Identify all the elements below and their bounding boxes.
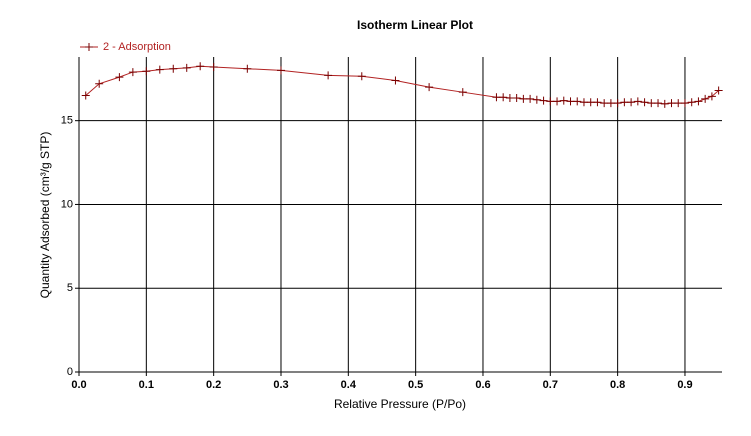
data-point	[81, 91, 90, 100]
x-tick-label: 0.7	[543, 379, 558, 391]
data-point	[499, 93, 508, 102]
legend-label: 2 - Adsorption	[103, 41, 171, 53]
data-point	[573, 97, 582, 106]
data-point	[512, 94, 521, 103]
data-point	[566, 97, 575, 106]
data-point	[492, 93, 501, 102]
data-point	[169, 64, 178, 73]
data-point	[627, 98, 636, 107]
data-point	[613, 99, 622, 108]
data-point	[640, 98, 649, 107]
y-tick-label: 0	[67, 366, 73, 378]
data-point	[128, 68, 137, 77]
data-point	[600, 99, 609, 108]
data-point	[539, 96, 548, 105]
data-point	[593, 98, 602, 107]
y-tick-label: 5	[67, 282, 73, 294]
x-tick-label: 0.2	[206, 379, 221, 391]
x-tick-label: 0.9	[677, 379, 692, 391]
y-tick-label: 10	[61, 198, 73, 210]
legend-marker	[85, 43, 93, 51]
data-point	[559, 96, 568, 105]
data-point	[674, 99, 683, 108]
data-point	[633, 97, 642, 106]
data-point	[714, 86, 723, 95]
data-point	[182, 63, 191, 72]
data-point	[276, 66, 285, 75]
data-point	[209, 63, 218, 72]
data-point	[546, 97, 555, 106]
data-point	[526, 94, 535, 103]
data-point	[701, 94, 710, 103]
data-point	[519, 94, 528, 103]
data-point	[196, 62, 205, 71]
data-point	[620, 98, 629, 107]
data-point	[425, 83, 434, 92]
x-tick-label: 0.8	[610, 379, 625, 391]
data-point	[707, 92, 716, 101]
data-point	[694, 97, 703, 106]
data-point	[243, 64, 252, 73]
data-point	[654, 99, 663, 108]
x-tick-label: 0.5	[408, 379, 423, 391]
data-point	[115, 73, 124, 82]
chart-title: Isotherm Linear Plot	[357, 18, 473, 32]
series-line	[85, 65, 719, 105]
x-tick-label: 0.1	[139, 379, 154, 391]
data-point	[357, 72, 366, 81]
x-tick-label: 0.0	[71, 379, 86, 391]
data-point	[647, 99, 656, 108]
data-point	[687, 98, 696, 107]
data-point	[680, 99, 689, 108]
data-point	[606, 99, 615, 108]
data-point	[391, 76, 400, 85]
y-tick-label: 15	[61, 115, 73, 127]
data-point	[458, 88, 467, 97]
x-axis-label: Relative Pressure (P/Po)	[334, 397, 466, 411]
data-point	[586, 98, 595, 107]
data-point	[579, 98, 588, 107]
x-tick-label: 0.6	[475, 379, 490, 391]
data-point	[667, 99, 676, 108]
data-point	[553, 97, 562, 106]
data-point	[142, 67, 151, 76]
data-point	[324, 71, 333, 80]
data-point	[155, 65, 164, 74]
y-axis-label: Quantity Adsorbed (cm³/g STP)	[38, 132, 52, 299]
data-point	[505, 94, 514, 103]
x-tick-label: 0.4	[341, 379, 357, 391]
x-tick-label: 0.3	[273, 379, 288, 391]
data-point	[95, 79, 104, 88]
data-point	[660, 99, 669, 108]
data-point	[532, 95, 541, 104]
